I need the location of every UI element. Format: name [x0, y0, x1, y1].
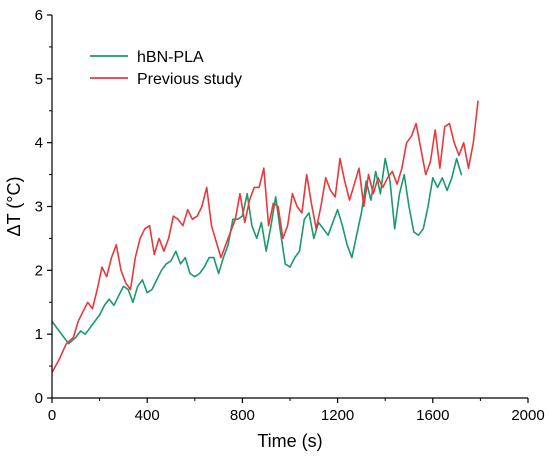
x-tick-label: 400 [135, 407, 160, 424]
axes: 0 400 800 1200 1600 2000 0 1 2 3 4 5 6 [35, 7, 545, 424]
legend-label: hBN-PLA [137, 49, 204, 66]
x-tick-label: 1600 [416, 407, 449, 424]
y-axis-label: ΔT (°C) [4, 177, 24, 237]
y-tick-label: 5 [35, 71, 43, 88]
series-group [52, 100, 479, 374]
y-tick-label: 1 [35, 326, 43, 343]
plot-area [52, 100, 479, 374]
y-tick-label: 0 [35, 390, 43, 407]
y-tick-label: 3 [35, 199, 43, 216]
series-line-hbn-pla [52, 157, 463, 345]
x-tick-label: 2000 [511, 407, 544, 424]
y-tick-label: 4 [35, 135, 43, 152]
x-tick-label: 0 [48, 407, 56, 424]
x-tick-label: 800 [230, 407, 255, 424]
series-line-previous-study [52, 100, 479, 374]
legend: hBN-PLA Previous study [90, 49, 242, 88]
y-tick-label: 2 [35, 262, 43, 279]
x-tick-label: 1200 [321, 407, 354, 424]
x-axis-label: Time (s) [257, 431, 322, 451]
legend-label: Previous study [137, 71, 242, 88]
y-tick-label: 6 [35, 7, 43, 24]
